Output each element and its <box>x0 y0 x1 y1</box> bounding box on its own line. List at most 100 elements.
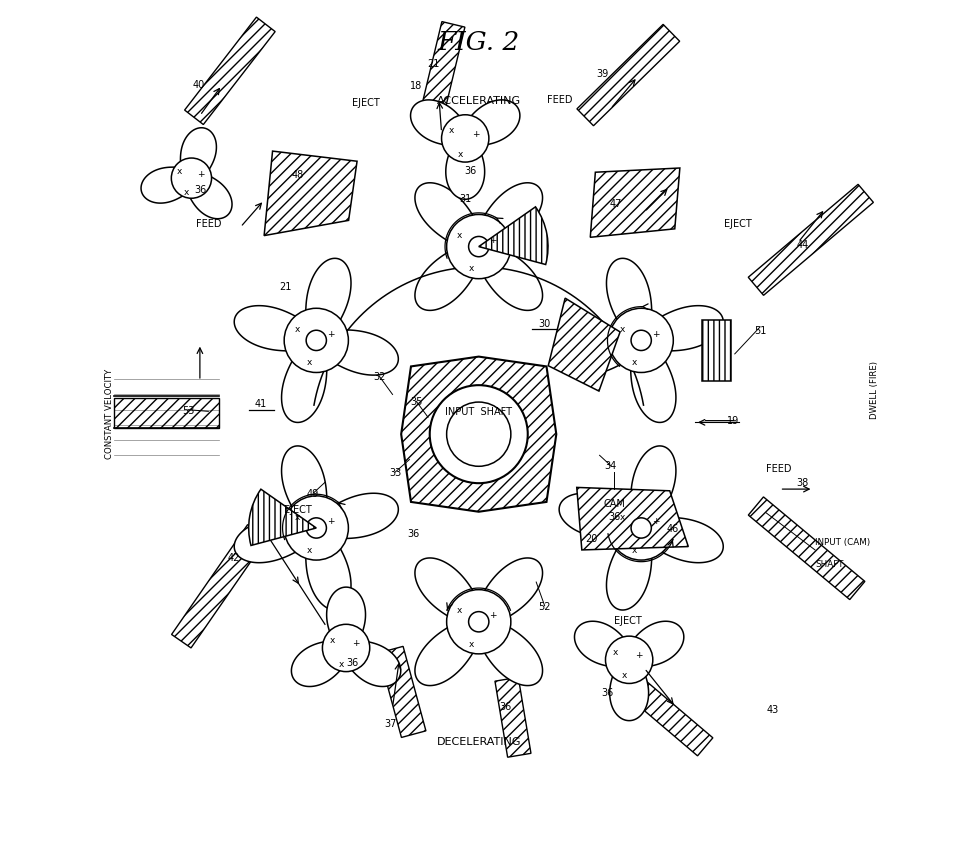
Text: 43: 43 <box>767 704 779 714</box>
Text: x: x <box>469 639 474 648</box>
Circle shape <box>447 215 511 279</box>
Circle shape <box>285 309 349 373</box>
Text: 33: 33 <box>389 468 401 478</box>
Polygon shape <box>415 558 543 686</box>
Text: 36: 36 <box>601 687 614 697</box>
Text: +: + <box>652 329 659 338</box>
Circle shape <box>631 518 652 538</box>
Circle shape <box>609 309 673 373</box>
Text: 46: 46 <box>667 523 680 533</box>
Text: 32: 32 <box>373 371 385 381</box>
Circle shape <box>447 403 511 467</box>
Text: +: + <box>326 517 334 526</box>
Text: x: x <box>330 636 335 644</box>
Text: ACCELERATING: ACCELERATING <box>437 96 520 106</box>
Circle shape <box>469 237 488 257</box>
Text: x: x <box>294 325 300 333</box>
Polygon shape <box>379 647 426 738</box>
Text: +: + <box>472 130 479 138</box>
Text: x: x <box>338 659 344 668</box>
Text: x: x <box>177 167 182 176</box>
Circle shape <box>609 496 673 560</box>
Polygon shape <box>415 183 543 311</box>
Polygon shape <box>184 18 275 126</box>
Polygon shape <box>234 259 398 423</box>
Text: DWELL (FIRE): DWELL (FIRE) <box>870 361 879 419</box>
Text: x: x <box>631 358 637 367</box>
Circle shape <box>447 590 511 654</box>
Text: 30: 30 <box>539 318 551 328</box>
Text: 48: 48 <box>291 170 304 180</box>
Circle shape <box>171 159 212 199</box>
Text: 21: 21 <box>279 282 291 292</box>
Polygon shape <box>141 128 232 219</box>
Text: x: x <box>619 325 625 333</box>
Text: 38: 38 <box>796 478 809 488</box>
Text: 35: 35 <box>410 397 422 407</box>
Circle shape <box>606 636 653 684</box>
Text: 18: 18 <box>410 81 422 91</box>
Text: +: + <box>489 235 497 245</box>
Text: 36: 36 <box>464 165 477 176</box>
Text: 44: 44 <box>796 240 809 250</box>
Text: EJECT: EJECT <box>614 615 641 625</box>
Text: x: x <box>469 264 474 273</box>
Polygon shape <box>495 678 531 757</box>
Text: EJECT: EJECT <box>285 505 312 515</box>
Text: 52: 52 <box>538 601 551 611</box>
Text: x: x <box>457 150 463 159</box>
Text: 53: 53 <box>182 405 194 415</box>
Polygon shape <box>549 299 620 392</box>
Text: x: x <box>307 358 312 367</box>
Circle shape <box>322 625 370 672</box>
Polygon shape <box>575 621 684 721</box>
Polygon shape <box>749 185 873 296</box>
Text: 40: 40 <box>192 79 204 89</box>
Polygon shape <box>411 100 519 200</box>
Circle shape <box>306 518 326 538</box>
Text: 51: 51 <box>753 326 766 336</box>
Text: 21: 21 <box>427 59 439 69</box>
Text: CAM: CAM <box>603 498 625 508</box>
Text: x: x <box>613 647 619 656</box>
Polygon shape <box>577 25 680 127</box>
Text: +: + <box>489 610 497 619</box>
Circle shape <box>306 331 326 351</box>
Text: FEED: FEED <box>195 219 221 229</box>
Polygon shape <box>291 587 401 687</box>
Text: +: + <box>636 651 643 659</box>
Text: EJECT: EJECT <box>352 98 380 108</box>
Text: INPUT (CAM): INPUT (CAM) <box>815 538 870 546</box>
Circle shape <box>631 331 652 351</box>
Text: 36: 36 <box>608 511 620 522</box>
Polygon shape <box>114 399 219 429</box>
Text: 41: 41 <box>254 398 267 408</box>
Text: 31: 31 <box>459 193 471 203</box>
Text: 36: 36 <box>500 701 512 711</box>
Wedge shape <box>249 490 317 546</box>
Text: 20: 20 <box>585 533 597 544</box>
Wedge shape <box>479 208 548 265</box>
Text: +: + <box>352 639 360 647</box>
Polygon shape <box>559 259 723 423</box>
Text: x: x <box>449 127 454 135</box>
Text: EJECT: EJECT <box>723 219 752 229</box>
Text: 36: 36 <box>346 657 358 668</box>
Polygon shape <box>613 666 713 756</box>
Polygon shape <box>264 152 357 236</box>
Circle shape <box>430 386 528 484</box>
Circle shape <box>285 496 349 560</box>
Text: x: x <box>631 545 637 555</box>
Text: x: x <box>619 512 625 521</box>
Text: +: + <box>326 329 334 338</box>
Text: 47: 47 <box>610 199 621 209</box>
Polygon shape <box>559 446 723 610</box>
Text: CONSTANT VELOCITY: CONSTANT VELOCITY <box>105 369 114 458</box>
Text: x: x <box>307 545 312 555</box>
Polygon shape <box>172 525 267 648</box>
Text: 42: 42 <box>227 552 240 562</box>
Text: x: x <box>621 671 626 679</box>
Text: 49: 49 <box>307 489 319 499</box>
Polygon shape <box>590 169 680 238</box>
Text: x: x <box>457 606 462 614</box>
